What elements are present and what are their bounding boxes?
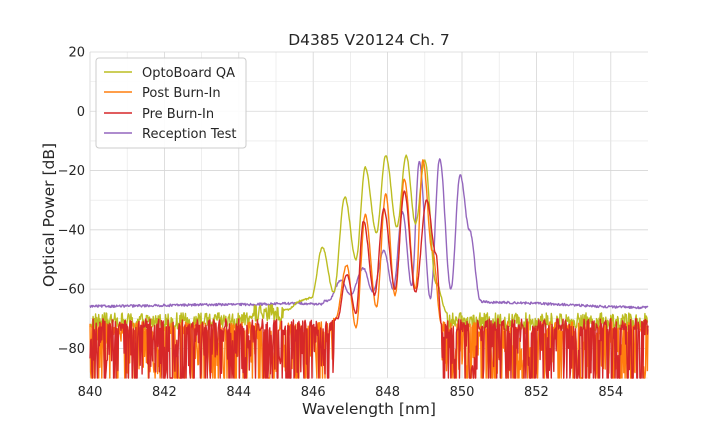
x-tick-label: 852 bbox=[524, 385, 549, 400]
y-tick-label: −80 bbox=[58, 342, 85, 357]
series-line-reception-test bbox=[89, 158, 649, 310]
x-axis-title: Wavelength [nm] bbox=[302, 400, 436, 418]
y-tick-label: −60 bbox=[58, 283, 85, 298]
legend-label-reception-test: Reception Test bbox=[142, 127, 236, 142]
legend-label-pre-burn-in: Pre Burn-In bbox=[142, 107, 214, 122]
legend-label-post-burn-in: Post Burn-In bbox=[142, 86, 221, 101]
x-tick-label: 846 bbox=[301, 385, 326, 400]
chart-title: D4385 V20124 Ch. 7 bbox=[288, 31, 450, 49]
y-tick-label: −20 bbox=[58, 164, 85, 179]
y-tick-label: −40 bbox=[58, 223, 85, 238]
x-tick-label: 854 bbox=[598, 385, 623, 400]
x-tick-label: 844 bbox=[226, 385, 251, 400]
x-tick-label: 850 bbox=[450, 385, 475, 400]
x-tick-label: 840 bbox=[78, 385, 103, 400]
y-tick-label: 20 bbox=[68, 46, 85, 61]
series-line-pre-burn-in bbox=[89, 190, 649, 379]
legend: OptoBoard QA Post Burn-In Pre Burn-In Re… bbox=[95, 57, 247, 149]
series-layer bbox=[89, 154, 649, 379]
x-tick-label: 842 bbox=[152, 385, 177, 400]
y-axis-title: Optical Power [dB] bbox=[40, 143, 58, 287]
y-tick-label: 0 bbox=[77, 105, 85, 120]
legend-label-optoboard-qa: OptoBoard QA bbox=[142, 66, 235, 81]
x-tick-label: 848 bbox=[375, 385, 400, 400]
tick-labels: 840 842 844 846 848 850 852 854 20 0 −20 −40 −60 −80 bbox=[58, 46, 624, 401]
legend-box bbox=[95, 57, 247, 149]
